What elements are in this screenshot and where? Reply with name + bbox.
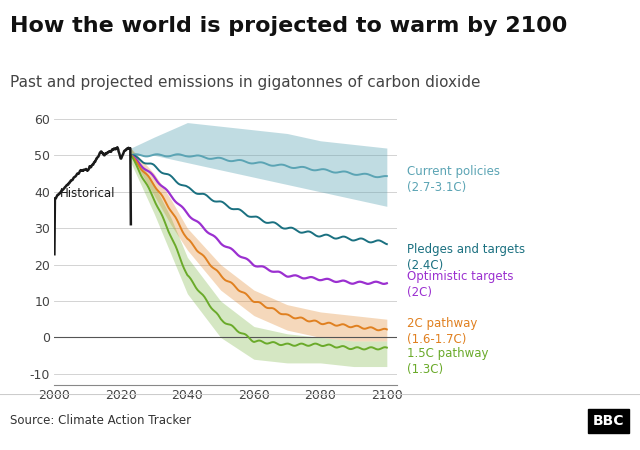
Text: 2C pathway
(1.6-1.7C): 2C pathway (1.6-1.7C) (407, 317, 477, 346)
Text: 1.5C pathway
(1.3C): 1.5C pathway (1.3C) (407, 346, 488, 376)
Text: Historical: Historical (60, 187, 115, 200)
Text: Past and projected emissions in gigatonnes of carbon dioxide: Past and projected emissions in gigatonn… (10, 75, 480, 90)
Text: Current policies
(2.7-3.1C): Current policies (2.7-3.1C) (407, 165, 500, 194)
Text: How the world is projected to warm by 2100: How the world is projected to warm by 21… (10, 15, 567, 36)
Text: BBC: BBC (593, 414, 624, 428)
Text: Source: Climate Action Tracker: Source: Climate Action Tracker (10, 414, 191, 427)
Text: Optimistic targets
(2C): Optimistic targets (2C) (407, 270, 513, 299)
Text: Pledges and targets
(2.4C): Pledges and targets (2.4C) (407, 243, 525, 272)
